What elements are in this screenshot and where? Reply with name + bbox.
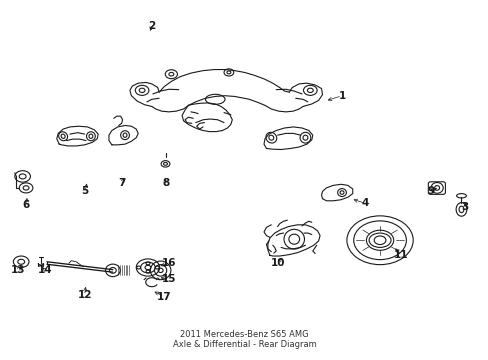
Text: 11: 11	[393, 249, 408, 260]
Text: 14: 14	[38, 265, 53, 275]
Text: 2: 2	[148, 21, 155, 31]
Text: 13: 13	[10, 265, 25, 275]
Text: 3: 3	[461, 202, 468, 212]
Text: 16: 16	[162, 258, 176, 268]
Text: 17: 17	[157, 292, 171, 302]
Text: 5: 5	[81, 186, 88, 197]
Text: 7: 7	[118, 178, 125, 188]
Text: 8: 8	[162, 178, 169, 188]
Text: 12: 12	[77, 291, 92, 301]
Text: 15: 15	[162, 274, 176, 284]
Text: 10: 10	[270, 258, 285, 268]
Text: 9: 9	[427, 186, 433, 197]
Text: 2011 Mercedes-Benz S65 AMG
Axle & Differential - Rear Diagram: 2011 Mercedes-Benz S65 AMG Axle & Differ…	[172, 330, 316, 349]
Text: 1: 1	[338, 91, 345, 101]
Text: 6: 6	[22, 200, 30, 210]
Text: 4: 4	[361, 198, 368, 208]
